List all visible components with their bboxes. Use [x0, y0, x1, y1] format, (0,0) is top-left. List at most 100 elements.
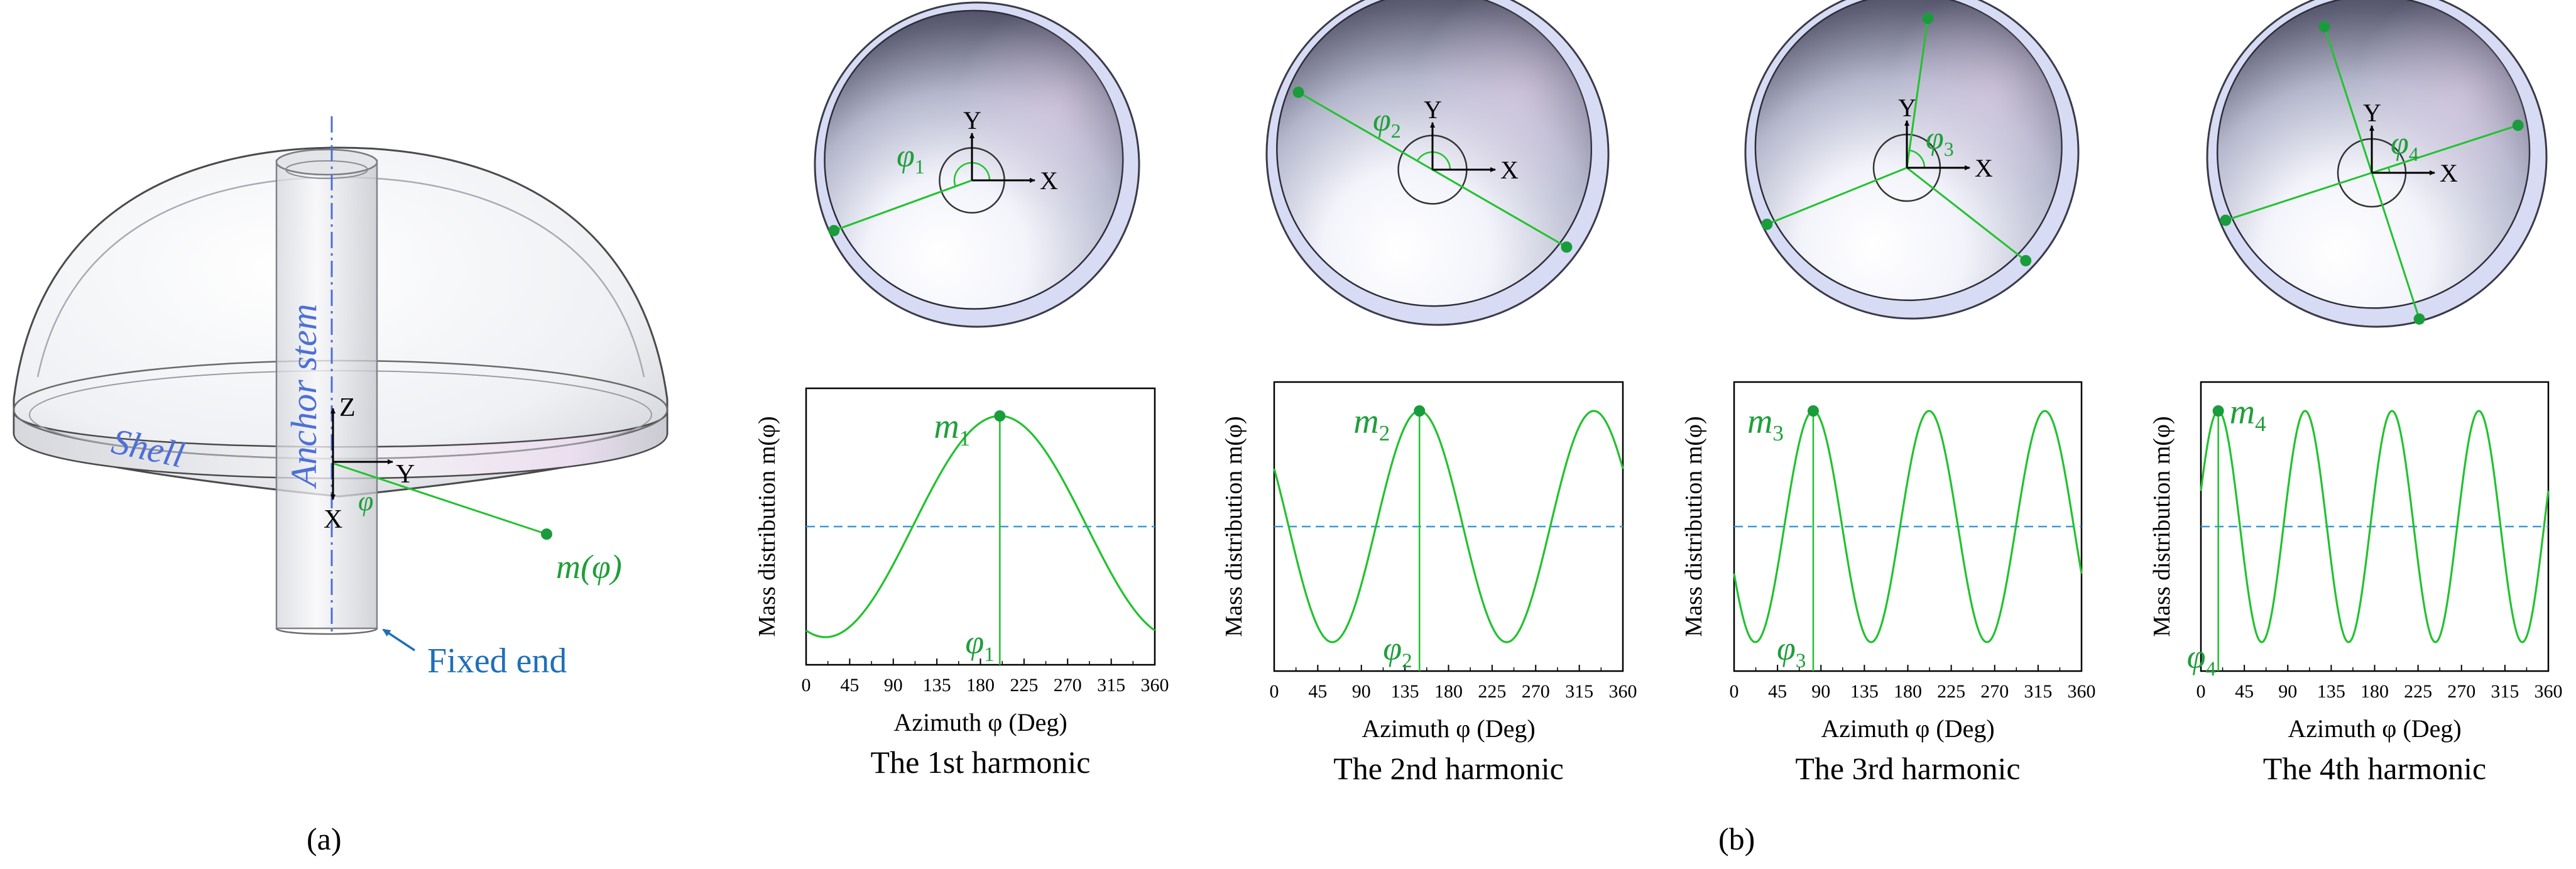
mass-point-3-2 [1761, 218, 1773, 230]
xtick-label-4-315: 315 [2491, 681, 2519, 702]
harmonic-4-plot: 0 45 90 135 180 225 270 315 360 m4 φ4 Azimuth φ (De… [2149, 381, 2563, 786]
mass-line-3-3 [1906, 167, 2027, 262]
bowl-phi-label-2: φ2 [1373, 102, 1401, 142]
harmonic-1-group: X Yφ1 0 45 90 135 180 225 270 315 360 m1 φ1 Azimuth φ… [754, 1, 1169, 780]
phi-arc-1 [953, 161, 991, 187]
xtick-label-1-225: 225 [1010, 675, 1038, 696]
xtick-label-3-225: 225 [1937, 681, 1965, 702]
xlabel-1: Azimuth φ (Deg) [893, 708, 1067, 736]
mass-point-3-3 [2020, 254, 2032, 266]
fixed-end-label: Fixed end [427, 642, 567, 680]
harmonic-2-group: X Yφ2 0 45 90 135 180 225 270 315 360 m2 φ2 Azimuth φ… [1221, 0, 1637, 786]
xtick-label-1-135: 135 [923, 675, 951, 696]
anchor-stem [275, 159, 378, 630]
bowl-sheen-4 [2217, 0, 2530, 309]
bowl-y-label-4: Y [2363, 99, 2381, 127]
xtick-label-4-90: 90 [2278, 681, 2297, 702]
xtick-label-2-0: 0 [1270, 681, 1279, 702]
ylabel-1: Mass distribution m(φ) [754, 416, 780, 637]
xtick-label-1-45: 45 [840, 675, 859, 696]
xtick-label-2-270: 270 [1522, 681, 1550, 702]
mass-point-4-2 [2318, 21, 2330, 33]
xtick-label-3-135: 135 [1850, 681, 1879, 702]
ylabel-3: Mass distribution m(φ) [1681, 416, 1707, 637]
xtick-label-3-360: 360 [2068, 681, 2096, 702]
mass-point-4-4 [2413, 313, 2425, 325]
peak-point-1 [994, 410, 1006, 422]
mass-point-2-2 [1561, 241, 1573, 253]
mass-point [541, 528, 552, 540]
xtick-label-1-0: 0 [802, 675, 811, 696]
mass-line-3-1 [1906, 18, 1929, 168]
xtick-label-4-225: 225 [2404, 681, 2432, 702]
peak-label-1: m1 [934, 407, 970, 451]
curve-2 [1273, 410, 1624, 643]
xtick-label-1-360: 360 [1141, 675, 1169, 696]
mass-line-1-1 [833, 179, 973, 232]
xtick-label-3-180: 180 [1894, 681, 1922, 702]
xtick-label-1-90: 90 [884, 675, 903, 696]
xtick-label-4-270: 270 [2447, 681, 2475, 702]
panel-a-resonator: Z Y X φ m(φ) Shell Anchor stem Fixed end… [13, 116, 669, 856]
xtick-label-1-315: 315 [1097, 675, 1125, 696]
harmonic-3-bowl: X Yφ3 [1744, 0, 2080, 320]
peak-point-2 [1414, 405, 1426, 417]
xtick-label-2-45: 45 [1308, 681, 1327, 702]
xtick-label-3-270: 270 [1980, 681, 2009, 702]
harmonic-3-group: X Yφ3 0 45 90 135 180 225 270 315 360 m3 φ3 Azimuth φ… [1681, 0, 2096, 786]
mass-azimuth-line [334, 462, 547, 535]
bowl-y-label-1: Y [963, 106, 981, 134]
curve-3 [1733, 410, 2083, 643]
xtick-label-4-360: 360 [2535, 681, 2563, 702]
shell-rim [13, 411, 669, 479]
xtick-label-1-270: 270 [1054, 675, 1082, 696]
mass-label: m(φ) [556, 548, 622, 586]
bowl-sheen-1 [824, 10, 1123, 309]
bowl-x-label-2: X [1500, 156, 1519, 184]
mass-point-4-3 [2220, 214, 2232, 226]
peak-label-4: m4 [2230, 393, 2266, 436]
xtick-label-4-0: 0 [2197, 681, 2206, 702]
mass-line-4-4 [2371, 172, 2421, 320]
xlabel-3: Azimuth φ (Deg) [1821, 714, 1994, 743]
mass-line-2-2 [1432, 168, 1568, 248]
bowl-x-label-1: X [1040, 167, 1058, 195]
mass-line-2-1 [1297, 91, 1433, 171]
title-2: The 2nd harmonic [1333, 751, 1564, 786]
xtick-label-3-90: 90 [1811, 681, 1830, 702]
mass-line-4-1 [2371, 124, 2519, 174]
xtick-label-3-315: 315 [2024, 681, 2052, 702]
mass-point-1-1 [828, 224, 840, 236]
bowl-x-label-3: X [1975, 154, 1993, 182]
axis-y-label: Y [396, 460, 415, 489]
peak-point-3 [1807, 405, 1819, 417]
peak-label-3: m3 [1747, 402, 1784, 445]
phi-x-label-2: φ2 [1383, 630, 1412, 672]
mass-line-3-2 [1766, 167, 1907, 226]
xtick-label-4-135: 135 [2317, 681, 2345, 702]
stem-label: Anchor stem [283, 303, 324, 489]
phi-arc-3 [1909, 150, 1926, 168]
xtick-label-2-225: 225 [1478, 681, 1506, 702]
mass-point-3-1 [1922, 13, 1934, 25]
ylabel-2: Mass distribution m(φ) [1221, 416, 1247, 637]
xtick-label-2-135: 135 [1391, 681, 1419, 702]
curve-4 [2200, 410, 2550, 643]
mass-line-4-2 [2323, 26, 2373, 173]
bowl-y-label-2: Y [1424, 96, 1442, 124]
mass-point-2-1 [1292, 86, 1304, 98]
mass-line-4-3 [2225, 172, 2372, 222]
xtick-label-4-180: 180 [2360, 681, 2389, 702]
phi-label: φ [358, 486, 373, 516]
phi-x-label-4: φ4 [2187, 638, 2216, 680]
peak-point-4 [2212, 405, 2224, 417]
bowl-phi-label-1: φ1 [897, 138, 925, 178]
ylabel-4: Mass distribution m(φ) [2149, 416, 2175, 637]
xtick-label-2-315: 315 [1565, 681, 1593, 702]
peak-label-2: m2 [1353, 402, 1390, 445]
stem-top-inner [285, 160, 368, 179]
stem-top-ellipse [275, 148, 378, 176]
phi-x-label-1: φ1 [965, 623, 994, 666]
xtick-label-1-180: 180 [966, 675, 995, 696]
